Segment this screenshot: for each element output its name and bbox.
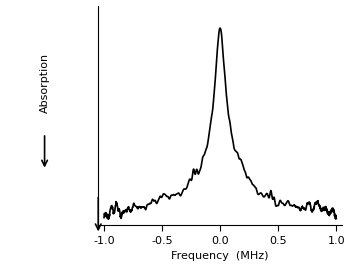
X-axis label: Frequency  (MHz): Frequency (MHz): [172, 252, 269, 261]
Text: Absorption: Absorption: [40, 52, 50, 113]
